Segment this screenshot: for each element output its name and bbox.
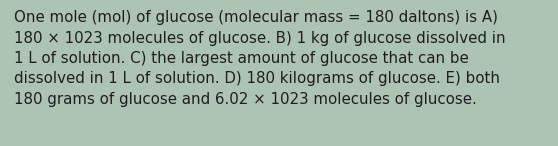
Text: One mole (mol) of glucose (molecular mass = 180 daltons) is A)
180 × 1023 molecu: One mole (mol) of glucose (molecular mas… [14, 10, 506, 107]
